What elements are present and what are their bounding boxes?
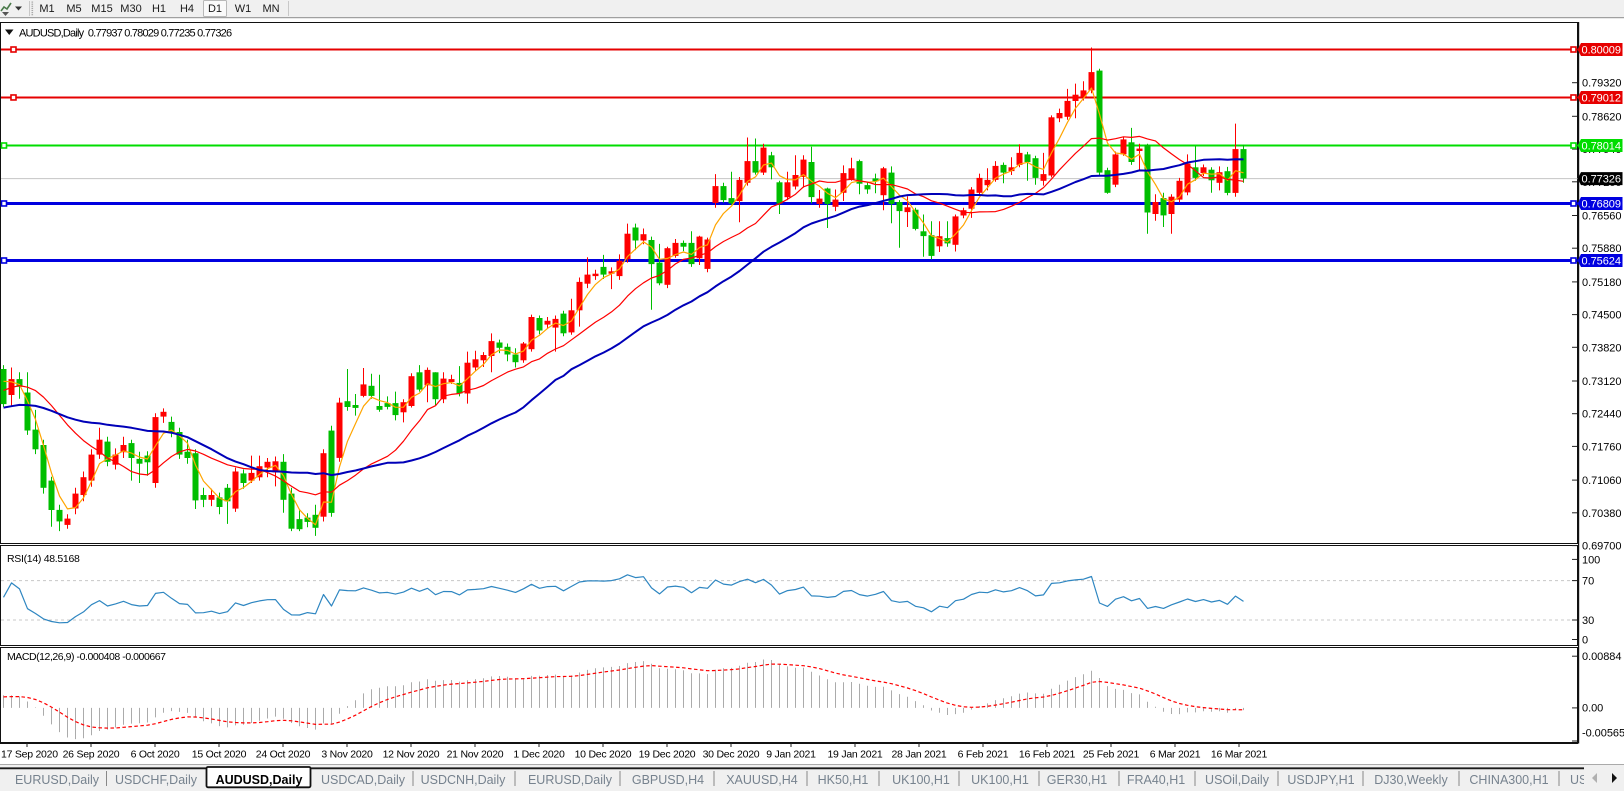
svg-text:W1: W1 bbox=[235, 3, 252, 15]
svg-text:70: 70 bbox=[1582, 576, 1594, 588]
svg-text:H4: H4 bbox=[180, 3, 194, 15]
svg-text:CHINA300,H1: CHINA300,H1 bbox=[1469, 773, 1548, 787]
svg-text:AUDUSD,Daily 0.77937 0.78029: AUDUSD,Daily 0.77937 0.78029 0.77235 0.7… bbox=[19, 28, 232, 40]
svg-text:6 Feb 2021: 6 Feb 2021 bbox=[958, 749, 1009, 761]
svg-text:6 Mar 2021: 6 Mar 2021 bbox=[1150, 749, 1201, 761]
svg-text:0.71760: 0.71760 bbox=[1582, 441, 1621, 453]
svg-text:USDCAD,Daily: USDCAD,Daily bbox=[321, 773, 406, 787]
svg-text:0.71060: 0.71060 bbox=[1582, 475, 1621, 487]
svg-text:0.79012: 0.79012 bbox=[1582, 93, 1621, 105]
svg-text:0.78620: 0.78620 bbox=[1582, 111, 1621, 123]
svg-text:0.00884: 0.00884 bbox=[1582, 651, 1621, 663]
svg-text:UK100,H1: UK100,H1 bbox=[892, 773, 950, 787]
svg-text:9 Jan 2021: 9 Jan 2021 bbox=[766, 749, 816, 761]
svg-text:12 Nov 2020: 12 Nov 2020 bbox=[383, 749, 440, 761]
svg-text:MACD(12,26,9) -0.000408 -0.000: MACD(12,26,9) -0.000408 -0.000667 bbox=[7, 651, 166, 663]
svg-text:0.73120: 0.73120 bbox=[1582, 376, 1621, 388]
svg-text:30 Dec 2020: 30 Dec 2020 bbox=[703, 749, 760, 761]
svg-text:24 Oct 2020: 24 Oct 2020 bbox=[256, 749, 311, 761]
svg-text:MN: MN bbox=[262, 3, 279, 15]
svg-text:M30: M30 bbox=[120, 3, 141, 15]
svg-text:0.76560: 0.76560 bbox=[1582, 211, 1621, 223]
svg-text:0.72440: 0.72440 bbox=[1582, 409, 1621, 421]
svg-text:USDCNH,Daily: USDCNH,Daily bbox=[421, 773, 506, 787]
svg-text:17 Sep 2020: 17 Sep 2020 bbox=[1, 749, 58, 761]
svg-text:EURUSD,Daily: EURUSD,Daily bbox=[528, 773, 613, 787]
svg-text:RSI(14) 48.5168: RSI(14) 48.5168 bbox=[7, 553, 80, 565]
svg-text:0.74500: 0.74500 bbox=[1582, 310, 1621, 322]
svg-text:19 Dec 2020: 19 Dec 2020 bbox=[639, 749, 696, 761]
svg-text:0.77326: 0.77326 bbox=[1582, 174, 1621, 186]
svg-text:28 Jan 2021: 28 Jan 2021 bbox=[891, 749, 946, 761]
svg-text:0.78014: 0.78014 bbox=[1582, 141, 1621, 153]
svg-text:EURUSD,Daily: EURUSD,Daily bbox=[15, 773, 100, 787]
svg-text:FRA40,H1: FRA40,H1 bbox=[1127, 773, 1185, 787]
svg-text:USOil,Daily: USOil,Daily bbox=[1205, 773, 1270, 787]
svg-text:1 Dec 2020: 1 Dec 2020 bbox=[513, 749, 565, 761]
svg-text:0.70380: 0.70380 bbox=[1582, 508, 1621, 520]
svg-text:0.75880: 0.75880 bbox=[1582, 243, 1621, 255]
svg-text:10 Dec 2020: 10 Dec 2020 bbox=[575, 749, 632, 761]
svg-text:16 Feb 2021: 16 Feb 2021 bbox=[1019, 749, 1076, 761]
svg-text:0.00: 0.00 bbox=[1582, 703, 1603, 715]
svg-text:21 Nov 2020: 21 Nov 2020 bbox=[447, 749, 504, 761]
svg-text:HK50,H1: HK50,H1 bbox=[818, 773, 869, 787]
svg-text:DJ30,Weekly: DJ30,Weekly bbox=[1374, 773, 1448, 787]
svg-text:0: 0 bbox=[1582, 635, 1588, 647]
svg-text:26 Sep 2020: 26 Sep 2020 bbox=[63, 749, 120, 761]
svg-text:0.73820: 0.73820 bbox=[1582, 342, 1621, 354]
svg-text:3 Nov 2020: 3 Nov 2020 bbox=[321, 749, 373, 761]
svg-text:15 Oct 2020: 15 Oct 2020 bbox=[192, 749, 247, 761]
svg-text:M15: M15 bbox=[91, 3, 112, 15]
svg-text:100: 100 bbox=[1582, 554, 1600, 566]
svg-text:H1: H1 bbox=[152, 3, 166, 15]
svg-text:GER30,H1: GER30,H1 bbox=[1047, 773, 1107, 787]
svg-text:UK100,H1: UK100,H1 bbox=[971, 773, 1029, 787]
svg-text:0.80009: 0.80009 bbox=[1582, 45, 1621, 57]
svg-text:6 Oct 2020: 6 Oct 2020 bbox=[131, 749, 180, 761]
svg-text:0.69700: 0.69700 bbox=[1582, 541, 1621, 553]
svg-text:0.75180: 0.75180 bbox=[1582, 277, 1621, 289]
svg-text:GBPUSD,H4: GBPUSD,H4 bbox=[632, 773, 704, 787]
svg-text:25 Feb 2021: 25 Feb 2021 bbox=[1083, 749, 1140, 761]
svg-text:XAUUSD,H4: XAUUSD,H4 bbox=[726, 773, 798, 787]
svg-text:USDCHF,Daily: USDCHF,Daily bbox=[115, 773, 198, 787]
svg-text:M5: M5 bbox=[66, 3, 81, 15]
svg-text:16 Mar 2021: 16 Mar 2021 bbox=[1211, 749, 1268, 761]
svg-text:USDJPY,H1: USDJPY,H1 bbox=[1287, 773, 1354, 787]
svg-text:M1: M1 bbox=[39, 3, 54, 15]
svg-text:19 Jan 2021: 19 Jan 2021 bbox=[827, 749, 882, 761]
svg-text:AUDUSD,Daily: AUDUSD,Daily bbox=[216, 773, 303, 787]
svg-text:0.79320: 0.79320 bbox=[1582, 78, 1621, 90]
svg-text:30: 30 bbox=[1582, 615, 1594, 627]
svg-text:D1: D1 bbox=[208, 3, 222, 15]
svg-text:0.75624: 0.75624 bbox=[1582, 256, 1621, 268]
svg-text:0.76809: 0.76809 bbox=[1582, 199, 1621, 211]
